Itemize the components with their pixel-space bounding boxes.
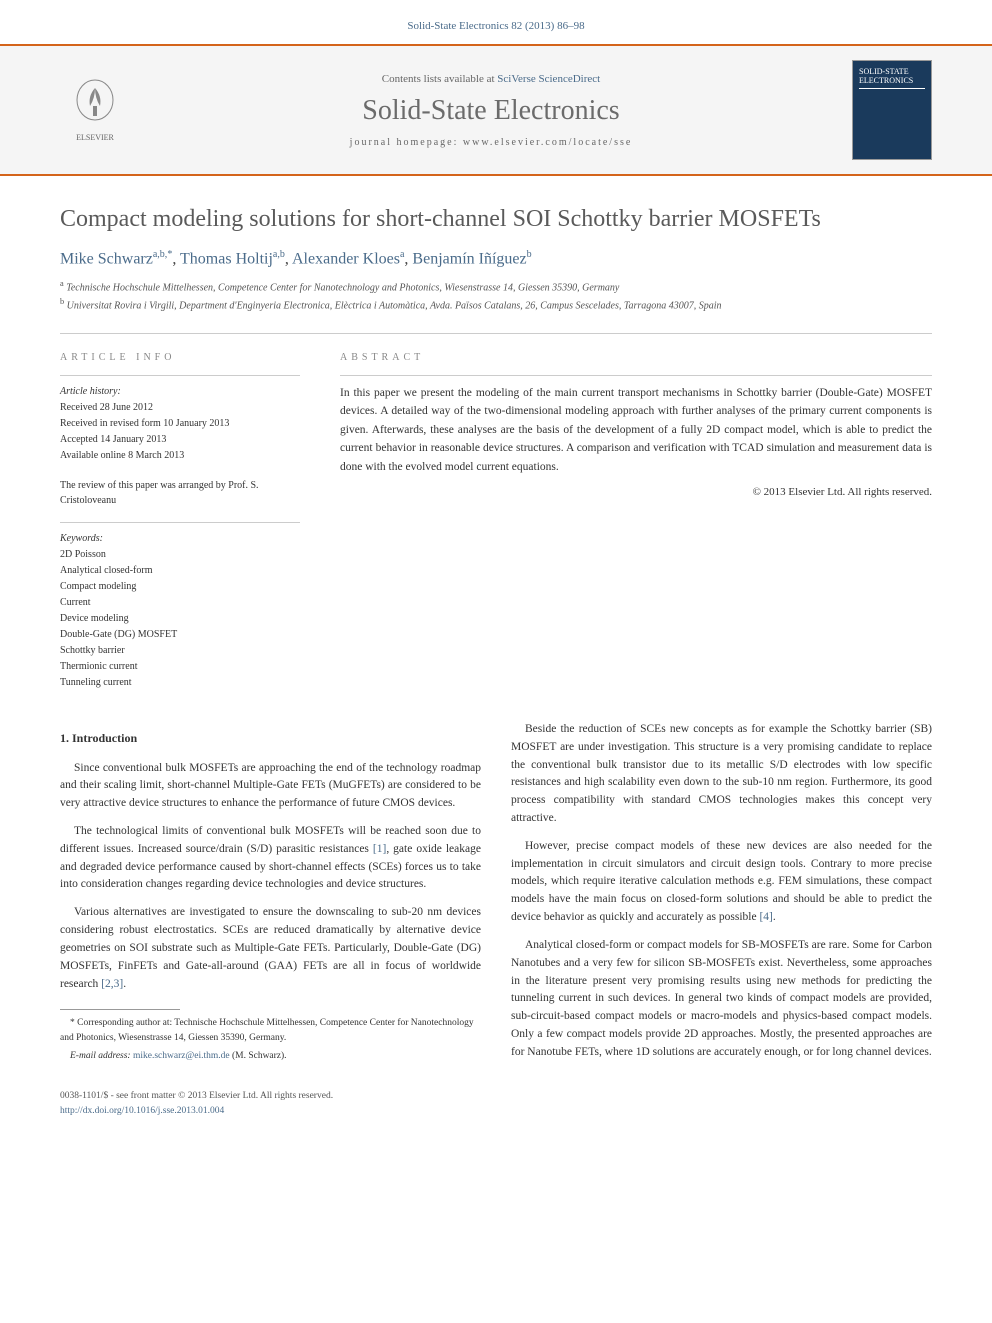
corr-marker-link[interactable]: * [167, 249, 172, 260]
body-paragraph: However, precise compact models of these… [511, 838, 932, 927]
abstract-label: ABSTRACT [340, 352, 932, 363]
footnote-separator [60, 1009, 180, 1010]
section-heading: 1. Introduction [60, 729, 481, 748]
elsevier-logo: ELSEVIER [60, 70, 130, 150]
keyword: Schottky barrier [60, 645, 125, 656]
history-online: Available online 8 March 2013 [60, 450, 184, 461]
header-citation: Solid-State Electronics 82 (2013) 86–98 [0, 0, 992, 44]
keywords-block: Keywords: 2D Poisson Analytical closed-f… [60, 522, 300, 691]
authors-line: Mike Schwarza,b,*, Thomas Holtija,b, Ale… [60, 249, 932, 268]
keyword: Current [60, 597, 91, 608]
info-abstract-row: ARTICLE INFO Article history: Received 2… [60, 333, 932, 691]
journal-homepage: journal homepage: www.elsevier.com/locat… [150, 137, 832, 148]
keyword: Device modeling [60, 613, 129, 624]
article-history: Article history: Received 28 June 2012 R… [60, 375, 300, 464]
body-paragraph: Since conventional bulk MOSFETs are appr… [60, 760, 481, 813]
footer-meta: 0038-1101/$ - see front matter © 2013 El… [60, 1089, 932, 1118]
abstract-text: In this paper we present the modeling of… [340, 375, 932, 476]
body-paragraph: The technological limits of conventional… [60, 823, 481, 894]
author-link[interactable]: Thomas Holtij [180, 250, 273, 267]
paper-title: Compact modeling solutions for short-cha… [60, 206, 932, 233]
homepage-url: www.elsevier.com/locate/sse [463, 137, 632, 148]
cover-title: SOLID-STATE ELECTRONICS [859, 67, 925, 89]
keyword: Thermionic current [60, 661, 137, 672]
publisher-name: ELSEVIER [76, 133, 114, 142]
journal-name: Solid-State Electronics [150, 95, 832, 127]
footnotes: * Corresponding author at: Technische Ho… [60, 1016, 481, 1063]
copyright-line: © 2013 Elsevier Ltd. All rights reserved… [340, 486, 932, 498]
journal-cover-thumbnail: SOLID-STATE ELECTRONICS [852, 60, 932, 160]
affiliation-line: a Technische Hochschule Mittelhessen, Co… [60, 278, 932, 295]
affiliations: a Technische Hochschule Mittelhessen, Co… [60, 278, 932, 313]
keywords-label: Keywords: [60, 533, 103, 544]
corresponding-author-note: * Corresponding author at: Technische Ho… [60, 1016, 481, 1045]
review-note: The review of this paper was arranged by… [60, 478, 300, 508]
author-link[interactable]: Alexander Kloes [292, 250, 400, 267]
article-info-column: ARTICLE INFO Article history: Received 2… [60, 352, 300, 691]
email-link[interactable]: mike.schwarz@ei.thm.de [133, 1051, 230, 1061]
email-note: E-mail address: mike.schwarz@ei.thm.de (… [60, 1049, 481, 1063]
author-link[interactable]: Mike Schwarz [60, 250, 153, 267]
body-paragraph: Various alternatives are investigated to… [60, 904, 481, 993]
history-accepted: Accepted 14 January 2013 [60, 434, 166, 445]
doi-link[interactable]: http://dx.doi.org/10.1016/j.sse.2013.01.… [60, 1106, 224, 1116]
abstract-column: ABSTRACT In this paper we present the mo… [340, 352, 932, 691]
history-label: Article history: [60, 386, 121, 397]
paper-body: Compact modeling solutions for short-cha… [0, 176, 992, 1148]
header-center: Contents lists available at SciVerse Sci… [150, 73, 832, 148]
journal-header-bar: ELSEVIER Contents lists available at Sci… [0, 44, 992, 176]
history-revised: Received in revised form 10 January 2013 [60, 418, 229, 429]
contents-available-line: Contents lists available at SciVerse Sci… [150, 73, 832, 85]
elsevier-tree-icon [70, 78, 120, 133]
body-paragraph: Beside the reduction of SCEs new concept… [511, 721, 932, 828]
issn-line: 0038-1101/$ - see front matter © 2013 El… [60, 1089, 932, 1103]
body-columns: 1. Introduction Since conventional bulk … [60, 721, 932, 1069]
keyword: 2D Poisson [60, 549, 106, 560]
history-received: Received 28 June 2012 [60, 402, 153, 413]
author-link[interactable]: Benjamín Iñíguez [412, 250, 526, 267]
body-paragraph: Analytical closed-form or compact models… [511, 937, 932, 1062]
article-info-label: ARTICLE INFO [60, 352, 300, 363]
keyword: Tunneling current [60, 677, 132, 688]
citation-text: Solid-State Electronics 82 (2013) 86–98 [407, 20, 584, 32]
affiliation-line: b Universitat Rovira i Virgili, Departme… [60, 296, 932, 313]
citation-link[interactable]: [4] [759, 911, 772, 923]
citation-link[interactable]: [2,3] [101, 978, 123, 990]
keyword: Double-Gate (DG) MOSFET [60, 629, 177, 640]
citation-link[interactable]: [1] [373, 843, 386, 855]
sciencedirect-link[interactable]: SciVerse ScienceDirect [497, 73, 600, 85]
keyword: Compact modeling [60, 581, 136, 592]
keyword: Analytical closed-form [60, 565, 152, 576]
